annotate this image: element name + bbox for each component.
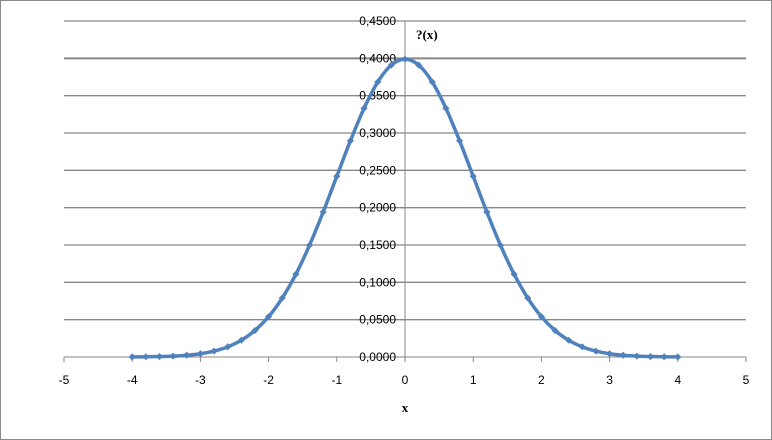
data-point-15: [333, 172, 341, 180]
data-point-2: [155, 353, 164, 361]
x-axis-title: x: [402, 400, 409, 415]
x-tick-label-9: 4: [674, 373, 681, 387]
data-point-33: [578, 343, 586, 351]
data-point-24: [456, 137, 464, 145]
x-tick-label-3: -2: [263, 373, 274, 387]
x-tick-label-1: -4: [127, 373, 138, 387]
x-tick-label-10: 5: [743, 373, 750, 387]
x-tick-label-0: -5: [59, 373, 70, 387]
data-point-12: [292, 270, 300, 278]
y-tick-labels: 0,0000 0,0500 0,1000 0,1500 0,2000 0,2500 0,30…: [359, 14, 396, 364]
y-tick-label-1: 0,0500: [359, 313, 396, 327]
data-point-23: [442, 104, 450, 112]
data-point-14: [319, 208, 327, 216]
y-tick-label-4: 0,2000: [359, 201, 396, 215]
y-tick-label-2: 0,1000: [359, 275, 396, 289]
x-tick-label-8: 3: [606, 373, 613, 387]
data-point-16: [346, 137, 354, 145]
data-point-7: [224, 343, 232, 351]
data-point-22: [428, 78, 436, 86]
data-point-27: [496, 241, 505, 249]
y-tick-label-0: 0,0000: [359, 350, 396, 364]
y-tick-label-8: 0,4000: [359, 51, 396, 65]
data-point-34: [592, 347, 600, 355]
data-point-1: [142, 353, 150, 361]
x-tick-label-2: -3: [195, 373, 206, 387]
x-tick-label-6: 1: [470, 373, 477, 387]
data-point-10: [265, 313, 273, 321]
data-point-19: [387, 61, 395, 69]
data-point-17: [360, 104, 368, 112]
data-point-11: [278, 294, 286, 302]
data-point-29: [524, 294, 532, 302]
data-point-26: [483, 208, 491, 216]
y-tick-label-7: 0,3500: [359, 89, 396, 103]
y-axis-title: ?(x): [416, 27, 438, 42]
data-point-30: [537, 313, 545, 321]
x-tick-label-7: 2: [538, 373, 545, 387]
data-point-39: [660, 353, 668, 361]
data-point-4: [183, 351, 191, 359]
y-tick-label-9: 0,4500: [359, 14, 396, 28]
y-tick-label-3: 0,1500: [359, 238, 396, 252]
data-point-13: [305, 241, 314, 249]
data-point-38: [646, 353, 655, 361]
data-point-25: [469, 172, 477, 180]
data-point-31: [551, 326, 559, 335]
data-point-37: [633, 352, 641, 360]
data-point-32: [565, 336, 573, 344]
y-tick-label-5: 0,2500: [359, 163, 396, 177]
data-point-28: [510, 270, 518, 278]
data-point-35: [606, 350, 614, 358]
data-point-6: [210, 347, 218, 355]
data-point-3: [169, 352, 177, 360]
data-point-8: [237, 336, 245, 344]
series-density: [128, 55, 682, 361]
data-point-5: [196, 350, 204, 358]
data-point-18: [374, 78, 382, 86]
data-point-36: [619, 351, 627, 359]
data-point-9: [251, 326, 259, 335]
x-tick-label-4: -1: [331, 373, 342, 387]
data-point-21: [415, 61, 423, 69]
axes: [63, 20, 747, 362]
data-point-20: [401, 55, 409, 63]
x-tick-label-5: 0: [402, 373, 409, 387]
data-point-0: [128, 353, 136, 361]
y-tick-label-6: 0,3000: [359, 126, 396, 140]
x-tick-labels: -5 -4 -3 -2 -1 0 1 2 3 4 5: [59, 373, 750, 387]
data-point-40: [674, 353, 682, 361]
